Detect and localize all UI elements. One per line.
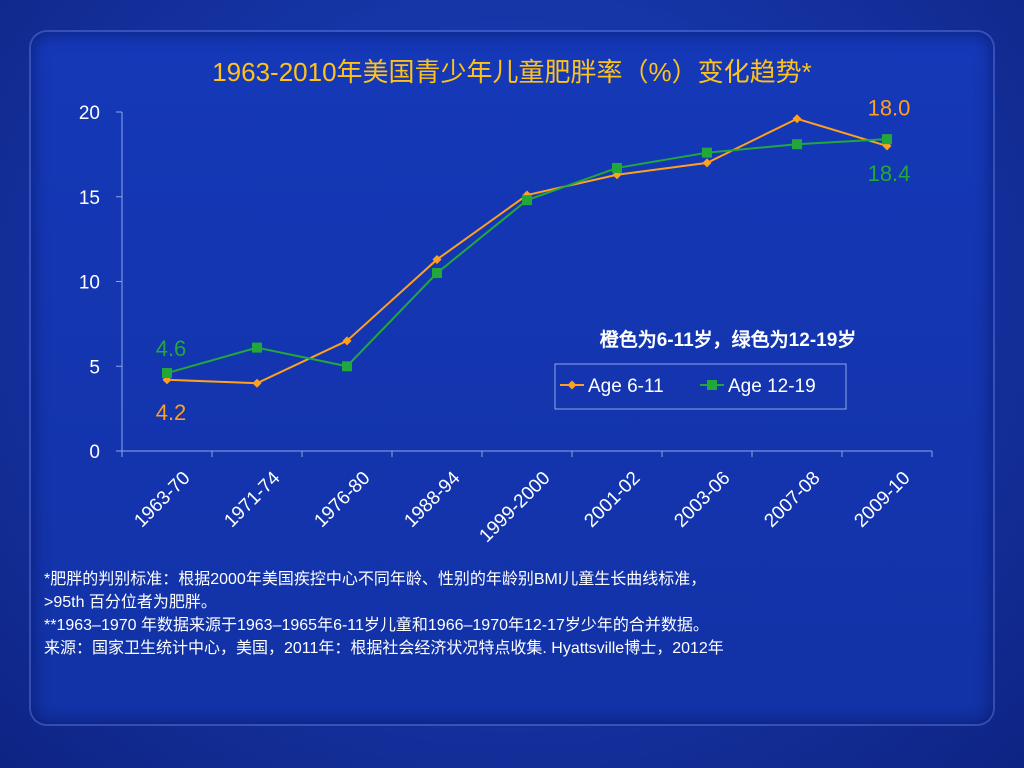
x-tick-label: 1963-70 — [130, 468, 194, 532]
legend-marker-diamond — [567, 380, 577, 390]
x-tick-label: 1971-74 — [220, 467, 284, 531]
legend-marker-square — [707, 380, 717, 390]
legend-box — [554, 363, 847, 410]
x-tick-label: 1976-80 — [310, 468, 374, 532]
data-point-square — [342, 361, 352, 372]
y-tick-label: 15 — [79, 188, 100, 209]
data-point-square — [882, 134, 892, 145]
footnote-line: >95th 百分位者为肥胖。 — [44, 594, 217, 611]
y-tick-label: 20 — [79, 103, 100, 124]
footnote-line: 来源：国家卫生统计中心，美国，2011年：根据社会经济状况特点收集. Hyatt… — [44, 640, 724, 657]
x-tick-label: 2007-08 — [760, 468, 824, 532]
data-point-diamond — [702, 158, 712, 168]
chart-axes: 0 5 10 15 20 1963-70 1971-74 1976-80 1988-94 1999… — [79, 103, 933, 547]
x-tick-label: 1988-94 — [400, 467, 464, 531]
data-label: 18.0 — [868, 95, 911, 120]
y-tick-label: 0 — [89, 442, 100, 463]
data-point-square — [252, 342, 262, 353]
data-label: 4.6 — [156, 336, 187, 361]
data-point-diamond — [252, 378, 262, 388]
x-tick-label: 2003-06 — [670, 468, 734, 532]
chart-series — [162, 114, 892, 388]
data-label: 18.4 — [868, 161, 911, 186]
legend-label: Age 6-11 — [588, 376, 664, 397]
footnote-line: *肥胖的判别标准：根据2000年美国疾控中心不同年龄、性别的年龄别BMI儿童生长… — [44, 571, 707, 588]
content-panel — [31, 32, 993, 724]
data-label: 4.2 — [156, 400, 187, 425]
data-point-diamond — [792, 114, 802, 124]
x-tick-label: 2009-10 — [850, 468, 914, 532]
data-point-square — [162, 368, 172, 379]
chart-title: 1963-2010年美国青少年儿童肥胖率（%）变化趋势* — [212, 57, 812, 87]
series-color-note: 橙色为6-11岁，绿色为12-19岁 — [600, 328, 857, 351]
data-point-square — [432, 268, 442, 279]
data-point-square — [792, 139, 802, 150]
y-tick-label: 10 — [79, 273, 100, 294]
footnotes: *肥胖的判别标准：根据2000年美国疾控中心不同年龄、性别的年龄别BMI儿童生长… — [44, 568, 1014, 660]
data-point-square — [612, 162, 622, 173]
chart-data-labels: 4.6 4.2 18.0 18.4 — [156, 95, 911, 424]
x-tick-label: 1999-2000 — [475, 468, 554, 547]
data-point-square — [702, 147, 712, 158]
y-tick-label: 5 — [89, 357, 100, 378]
data-point-square — [522, 195, 532, 206]
legend-label: Age 12-19 — [728, 376, 816, 397]
data-point-diamond — [342, 336, 352, 346]
data-point-diamond — [432, 254, 442, 264]
chart-legend: Age 6-11 Age 12-19 — [554, 363, 847, 410]
x-tick-label: 2001-02 — [580, 468, 644, 532]
footnote-line: **1963–1970 年数据来源于1963–1965年6-11岁儿童和1966… — [44, 617, 709, 634]
